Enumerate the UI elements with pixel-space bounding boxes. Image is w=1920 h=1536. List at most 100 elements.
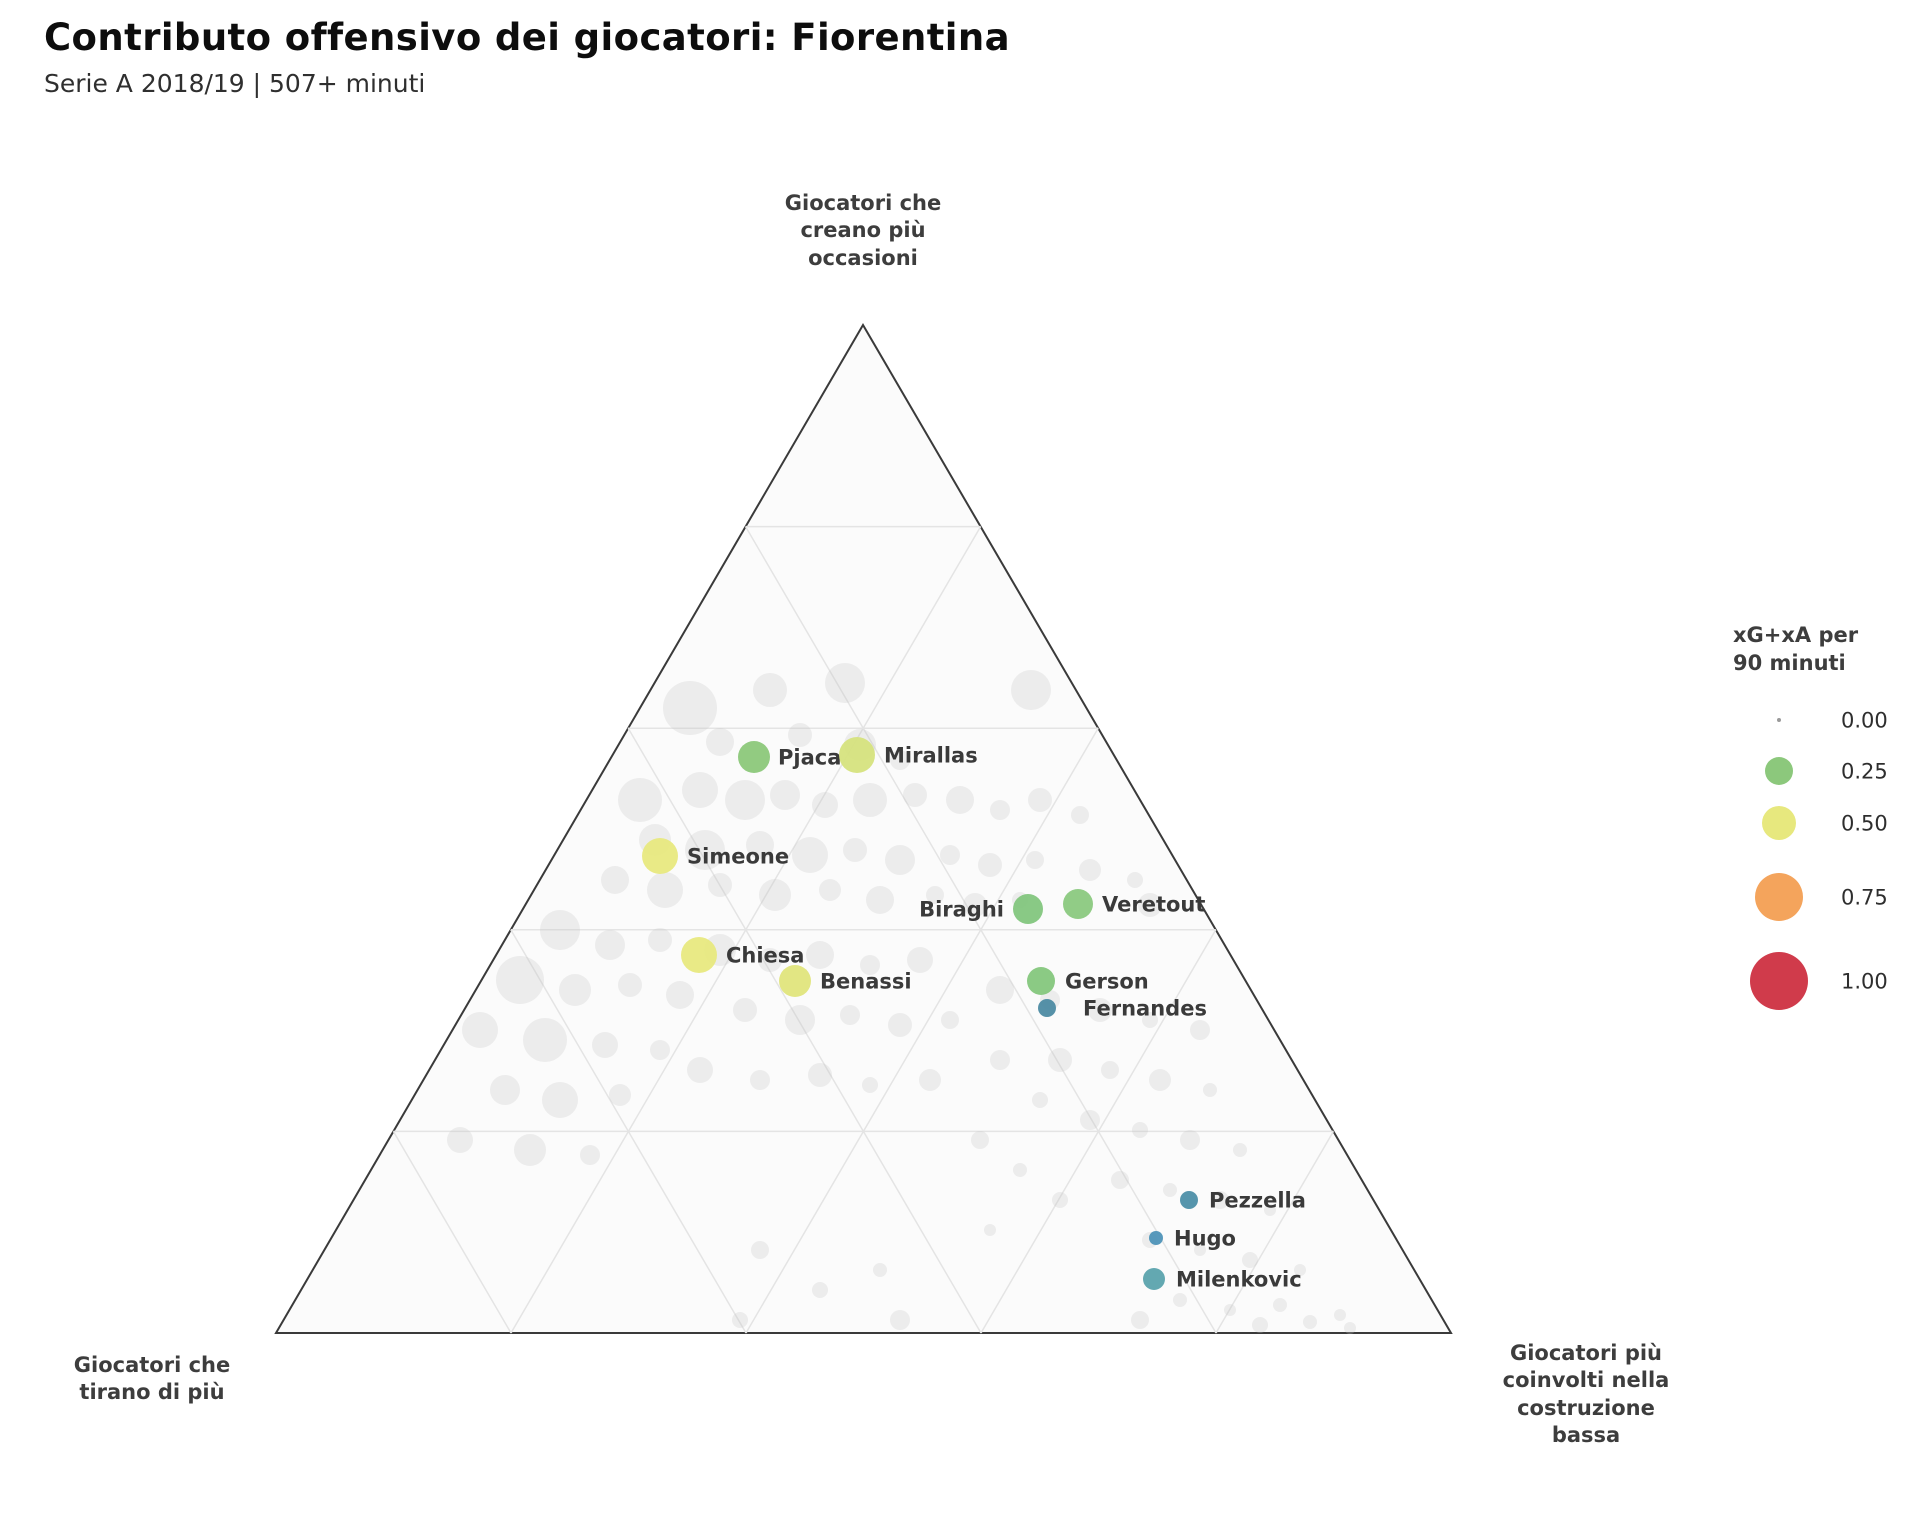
background-point — [890, 750, 910, 770]
background-point — [808, 1063, 832, 1087]
background-point — [788, 723, 812, 747]
background-point — [946, 786, 974, 814]
background-point — [1211, 1191, 1229, 1209]
background-point — [1203, 1083, 1217, 1097]
background-point — [785, 1005, 815, 1035]
player-dot-benassi — [779, 965, 811, 997]
ternary-grid — [392, 525, 1335, 1334]
background-point — [725, 780, 765, 820]
background-point — [540, 910, 580, 950]
background-point — [919, 1069, 941, 1091]
background-point — [873, 1263, 887, 1277]
background-point — [770, 780, 800, 810]
chart-header: Contributo offensivo dei giocatori: Fior… — [44, 16, 1010, 98]
background-point — [1088, 998, 1112, 1022]
background-point — [732, 1312, 748, 1328]
background-point — [1079, 859, 1101, 881]
background-point — [687, 1057, 713, 1083]
background-point — [1080, 1110, 1100, 1130]
background-point — [1028, 788, 1052, 812]
background-point — [885, 845, 915, 875]
player-dot-simeone — [642, 838, 678, 874]
player-label-simeone: Simeone — [687, 844, 789, 868]
background-point — [1252, 1317, 1268, 1333]
axis-label-bottom-left: Giocatori che tirano di più — [73, 1353, 231, 1405]
background-point — [1334, 1309, 1346, 1321]
legend-swatch — [1765, 757, 1793, 785]
background-point — [753, 673, 787, 707]
background-point — [751, 1241, 769, 1259]
chart-subtitle: Serie A 2018/19 | 507+ minuti — [44, 69, 426, 98]
background-point — [907, 947, 933, 973]
background-point — [496, 956, 544, 1004]
background-point — [940, 845, 960, 865]
player-dot-pezzella — [1180, 1191, 1198, 1209]
background-point — [750, 1070, 770, 1090]
background-point — [806, 941, 834, 969]
legend-value: 0.25 — [1841, 759, 1888, 783]
background-point — [941, 1011, 959, 1029]
background-point — [490, 1075, 520, 1105]
background-point — [542, 1082, 578, 1118]
grid-line — [745, 727, 1099, 1334]
background-point — [559, 974, 591, 1006]
background-point — [647, 872, 683, 908]
background-point — [978, 853, 1002, 877]
background-point — [1163, 1183, 1177, 1197]
chart-title: Contributo offensivo dei giocatori: Fior… — [44, 16, 1011, 59]
background-point — [447, 1127, 473, 1153]
player-dot-fernandes — [1038, 999, 1056, 1017]
background-point — [903, 783, 927, 807]
background-point — [666, 981, 694, 1009]
player-dot-milenkovic — [1143, 1268, 1165, 1290]
background-point — [840, 1005, 860, 1025]
player-label-biraghi: Biraghi — [919, 897, 1004, 921]
background-point — [648, 928, 672, 952]
player-label-pezzella: Pezzella — [1209, 1188, 1306, 1212]
background-point — [1264, 1204, 1276, 1216]
player-dot-veretout — [1063, 889, 1093, 919]
background-point — [963, 893, 987, 917]
legend-value: 0.75 — [1841, 885, 1888, 909]
grid-line — [1215, 1131, 1335, 1334]
background-point — [685, 830, 725, 870]
background-point — [890, 1310, 910, 1330]
background-point — [595, 930, 625, 960]
background-point — [1344, 1322, 1356, 1334]
legend-title: xG+xA per 90 minuti — [1733, 623, 1859, 675]
player-dot-hugo — [1149, 1231, 1163, 1245]
player-label-pjaca: Pjaca — [778, 745, 841, 769]
background-point — [1224, 1304, 1236, 1316]
background-point — [1071, 806, 1089, 824]
background-point — [733, 998, 757, 1022]
background-point — [746, 831, 774, 859]
grid-line — [627, 727, 982, 1334]
background-point — [1294, 1264, 1306, 1276]
background-point — [1127, 872, 1143, 888]
player-label-veretout: Veretout — [1102, 892, 1205, 916]
background-point — [1273, 1298, 1287, 1312]
legend-value: 0.50 — [1841, 811, 1888, 835]
background-point — [926, 886, 944, 904]
player-dot-pjaca — [738, 741, 770, 773]
player-label-hugo: Hugo — [1174, 1226, 1236, 1250]
background-point — [1149, 1069, 1171, 1091]
background-point — [853, 783, 887, 817]
background-point — [1111, 1171, 1129, 1189]
legend-swatch — [1750, 952, 1808, 1010]
player-label-chiesa: Chiesa — [726, 943, 804, 967]
background-point — [706, 728, 734, 756]
background-points — [447, 663, 1356, 1334]
background-point — [580, 1145, 600, 1165]
background-point — [592, 1032, 618, 1058]
background-point — [618, 973, 642, 997]
legend-value: 0.00 — [1841, 708, 1888, 732]
background-point — [1032, 1092, 1048, 1108]
background-point — [1180, 1130, 1200, 1150]
background-point — [1138, 893, 1162, 917]
axis-label-top: Giocatori che creano più occasioni — [784, 191, 942, 270]
background-point — [843, 838, 867, 862]
background-point — [1142, 1012, 1158, 1028]
player-label-mirallas: Mirallas — [884, 743, 978, 767]
